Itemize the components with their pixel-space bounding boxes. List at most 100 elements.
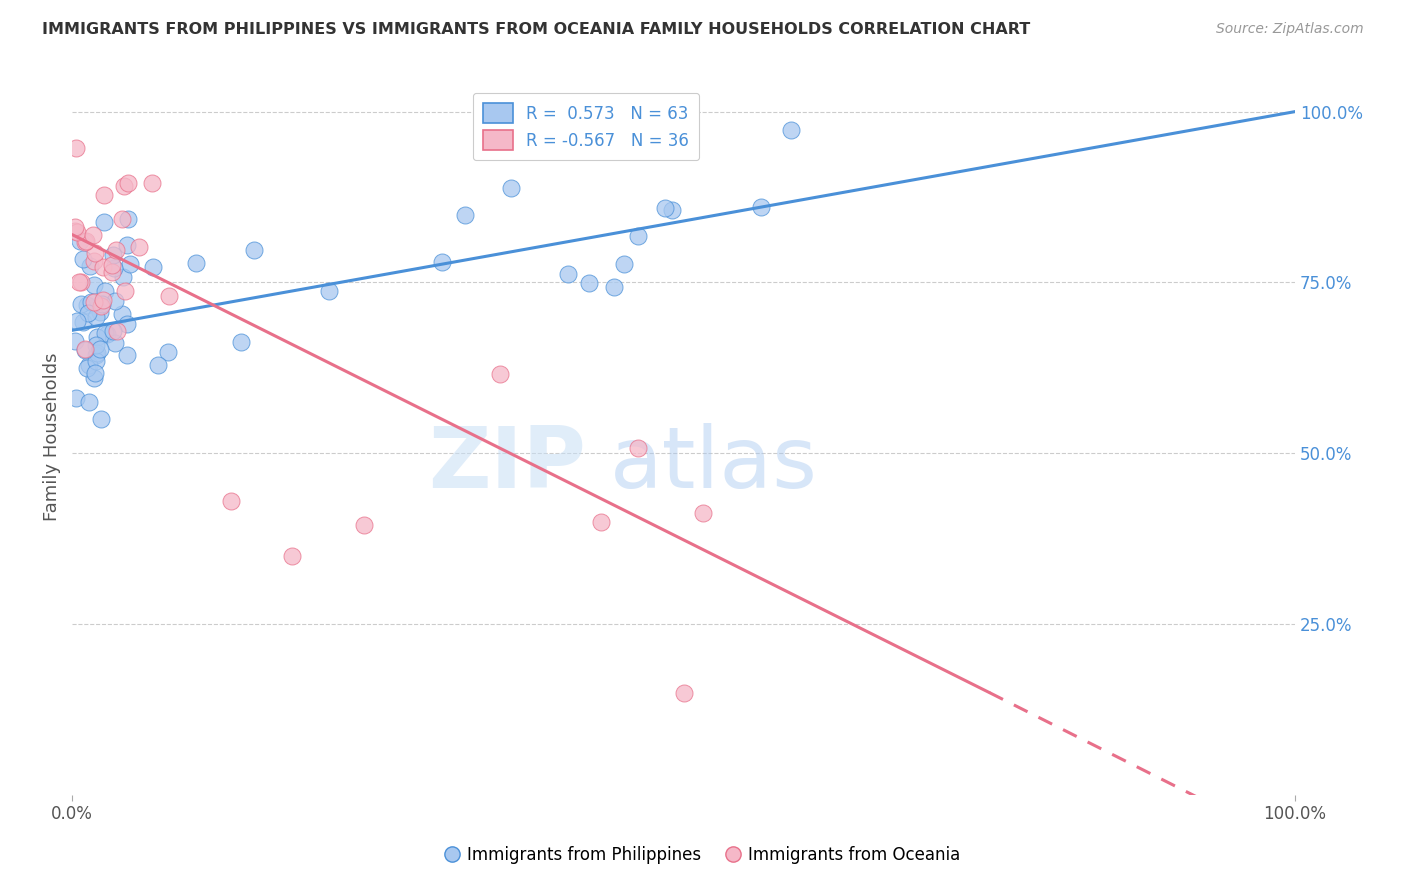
Point	[578, 276, 600, 290]
Point	[148, 358, 170, 372]
Point	[661, 202, 683, 217]
Point	[111, 211, 134, 226]
Point	[104, 243, 127, 257]
Point	[454, 209, 477, 223]
Point	[82, 227, 104, 242]
Point	[672, 685, 695, 699]
Point	[66, 314, 89, 328]
Point	[91, 297, 114, 311]
Point	[89, 342, 111, 356]
Point	[69, 234, 91, 248]
Point	[103, 261, 125, 276]
Point	[75, 342, 97, 356]
Point	[231, 334, 253, 349]
Text: IMMIGRANTS FROM PHILIPPINES VS IMMIGRANTS FROM OCEANIA FAMILY HOUSEHOLDS CORRELA: IMMIGRANTS FROM PHILIPPINES VS IMMIGRANT…	[42, 22, 1031, 37]
Point	[780, 123, 803, 137]
Point	[93, 187, 115, 202]
Point	[128, 240, 150, 254]
Legend: Immigrants from Philippines, Immigrants from Oceania: Immigrants from Philippines, Immigrants …	[439, 839, 967, 871]
Point	[591, 515, 613, 529]
Point	[157, 344, 180, 359]
Point	[80, 295, 103, 310]
Point	[83, 254, 105, 268]
Point	[115, 237, 138, 252]
Point	[111, 307, 134, 321]
Point	[86, 345, 108, 359]
Point	[603, 280, 626, 294]
Point	[77, 358, 100, 372]
Point	[96, 326, 118, 341]
Point	[157, 289, 180, 303]
Point	[489, 367, 512, 381]
Point	[112, 178, 135, 193]
Point	[86, 330, 108, 344]
Point	[104, 293, 127, 308]
Point	[84, 354, 107, 368]
Point	[749, 200, 772, 214]
Point	[63, 224, 86, 238]
Point	[79, 260, 101, 274]
Point	[115, 348, 138, 362]
Point	[77, 306, 100, 320]
Point	[69, 275, 91, 289]
Point	[141, 176, 163, 190]
Text: Source: ZipAtlas.com: Source: ZipAtlas.com	[1216, 22, 1364, 37]
Point	[65, 220, 87, 235]
Point	[77, 394, 100, 409]
Point	[83, 371, 105, 385]
Point	[104, 335, 127, 350]
Point	[91, 260, 114, 274]
Text: ZIP: ZIP	[427, 424, 586, 507]
Point	[142, 260, 165, 275]
Point	[112, 270, 135, 285]
Point	[557, 268, 579, 282]
Legend: R =  0.573   N = 63, R = -0.567   N = 36: R = 0.573 N = 63, R = -0.567 N = 36	[472, 93, 699, 161]
Point	[83, 277, 105, 292]
Point	[117, 212, 139, 227]
Point	[86, 310, 108, 325]
Point	[67, 275, 90, 289]
Point	[613, 256, 636, 270]
Point	[114, 284, 136, 298]
Point	[70, 297, 93, 311]
Point	[117, 317, 139, 331]
Point	[90, 299, 112, 313]
Point	[83, 246, 105, 260]
Point	[84, 337, 107, 351]
Point	[117, 176, 139, 190]
Point	[118, 257, 141, 271]
Point	[101, 258, 124, 272]
Point	[318, 284, 340, 298]
Point	[281, 549, 304, 563]
Point	[63, 334, 86, 348]
Point	[75, 234, 97, 248]
Point	[184, 256, 207, 270]
Point	[89, 304, 111, 318]
Point	[692, 506, 714, 520]
Point	[76, 298, 98, 312]
Point	[101, 247, 124, 261]
Point	[627, 441, 650, 455]
Y-axis label: Family Households: Family Households	[44, 352, 60, 521]
Point	[101, 265, 124, 279]
Point	[654, 201, 676, 215]
Point	[83, 295, 105, 310]
Point	[84, 366, 107, 380]
Point	[430, 255, 453, 269]
Point	[84, 348, 107, 362]
Point	[73, 235, 96, 250]
Text: atlas: atlas	[610, 424, 818, 507]
Point	[90, 412, 112, 426]
Point	[93, 326, 115, 341]
Point	[76, 360, 98, 375]
Point	[91, 293, 114, 307]
Point	[627, 228, 650, 243]
Point	[353, 518, 375, 533]
Point	[73, 343, 96, 358]
Point	[65, 225, 87, 239]
Point	[93, 284, 115, 298]
Point	[65, 391, 87, 405]
Point	[107, 324, 129, 338]
Point	[93, 215, 115, 229]
Point	[499, 181, 522, 195]
